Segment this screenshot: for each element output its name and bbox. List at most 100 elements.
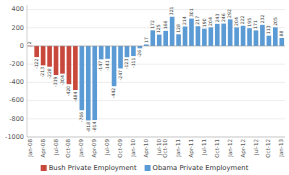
data-label: -147	[98, 61, 103, 72]
data-label: 125	[156, 24, 161, 33]
bar	[125, 46, 130, 57]
bar	[118, 46, 123, 68]
bar	[105, 46, 110, 59]
x-tick-label: Oct-08	[65, 139, 71, 158]
data-label: -26	[137, 50, 142, 58]
x-tick-label: Oct-10	[162, 139, 168, 158]
bar	[67, 46, 72, 84]
data-label: 172	[150, 20, 155, 29]
bar	[202, 29, 207, 46]
y-tick-label: -800	[9, 115, 24, 123]
data-label: -442	[111, 88, 116, 99]
y-tick-label: 400	[12, 5, 24, 13]
x-tick-label: Apr-10	[143, 139, 150, 158]
bar	[47, 46, 52, 67]
x-tick-label: Jan-13	[278, 139, 285, 158]
data-label: 204	[234, 17, 239, 26]
x-tick-label: Oct-12	[265, 139, 271, 158]
x-tick-label: Jan-12	[227, 139, 234, 158]
bar	[279, 38, 284, 46]
bar	[99, 46, 104, 59]
bar	[267, 36, 272, 46]
bar	[247, 28, 252, 46]
bar	[150, 30, 155, 46]
bar	[221, 24, 226, 46]
bar	[60, 46, 65, 74]
x-tick-label: Apr-12	[240, 139, 247, 157]
legend-swatch	[41, 165, 47, 171]
data-label: 204	[208, 17, 213, 26]
chart: -1000-800-600-400-20002004002-122-213-22…	[0, 0, 289, 175]
data-label: -420	[66, 86, 71, 97]
bar	[176, 34, 181, 46]
y-tick-label: 200	[12, 24, 24, 32]
legend-label: Bush Private Employment	[49, 164, 137, 172]
bar	[54, 46, 59, 75]
x-tick-label: Jan-10	[130, 139, 137, 158]
bar	[131, 46, 136, 56]
bar	[112, 46, 117, 86]
x-axis-line	[27, 137, 285, 138]
data-label: -706	[79, 112, 84, 123]
data-label: -111	[131, 58, 136, 69]
bar	[34, 46, 39, 57]
bar	[215, 24, 220, 46]
y-tick-label: -1000	[5, 133, 24, 141]
data-label: 214	[182, 16, 187, 25]
data-label: 232	[260, 15, 265, 24]
bar	[80, 46, 85, 110]
data-label: 166	[163, 21, 168, 30]
x-tick-label: Jan-08	[27, 139, 34, 158]
bar	[254, 30, 259, 46]
data-label: -123	[124, 59, 129, 70]
grid-line	[27, 100, 285, 101]
x-tick-label: Jul-09	[104, 139, 111, 156]
x-tick-label: Jul-12	[253, 139, 260, 156]
y-tick-label: -600	[9, 96, 24, 104]
bar	[170, 17, 175, 46]
y-axis-line	[27, 5, 28, 137]
x-tick-label: Oct-11	[214, 139, 220, 158]
grid-line	[27, 118, 285, 119]
x-tick-label: Jan-11	[175, 139, 182, 158]
x-tick-label: Apr-11	[188, 139, 195, 158]
data-label: 2	[27, 41, 32, 44]
bar	[228, 19, 233, 46]
bar	[86, 46, 91, 120]
data-label: 246	[221, 13, 226, 22]
x-tick-label: Apr-08	[40, 139, 47, 158]
legend-swatch	[145, 165, 151, 171]
data-label: 113	[266, 25, 271, 34]
grid-line	[27, 9, 285, 10]
data-label: -213	[40, 67, 45, 78]
data-label: -122	[34, 59, 39, 70]
data-label: -141	[105, 60, 110, 71]
bar	[273, 27, 278, 46]
x-tick-label: Apr-09	[91, 139, 98, 158]
data-label: -814	[92, 122, 97, 133]
bar	[183, 26, 188, 45]
bars	[28, 17, 284, 121]
data-label: -818	[86, 122, 91, 133]
zero-line	[27, 45, 285, 46]
x-tick-label: Oct-09	[117, 139, 123, 158]
data-label: -228	[47, 68, 52, 79]
bar	[92, 46, 97, 120]
legend-label: Obama Private Employment	[153, 164, 249, 172]
data-label: -247	[118, 70, 123, 81]
data-label: 88	[279, 31, 284, 37]
bar	[73, 46, 78, 90]
data-label: 128	[176, 24, 181, 33]
y-tick-label: -400	[9, 78, 24, 86]
bar	[196, 26, 201, 46]
x-tick-label: Jan-09	[78, 139, 85, 158]
bar	[260, 25, 265, 46]
bar	[157, 35, 162, 46]
legend: Bush Private Employment Obama Private Emp…	[41, 164, 249, 172]
y-tick-label: -200	[9, 60, 24, 68]
bar	[241, 26, 246, 46]
data-label: 195	[247, 18, 252, 27]
data-label: 205	[273, 17, 278, 26]
data-label: 17	[144, 37, 149, 43]
data-labels: 2-122-213-228-319-304-420-484-706-818-81…	[27, 6, 284, 132]
